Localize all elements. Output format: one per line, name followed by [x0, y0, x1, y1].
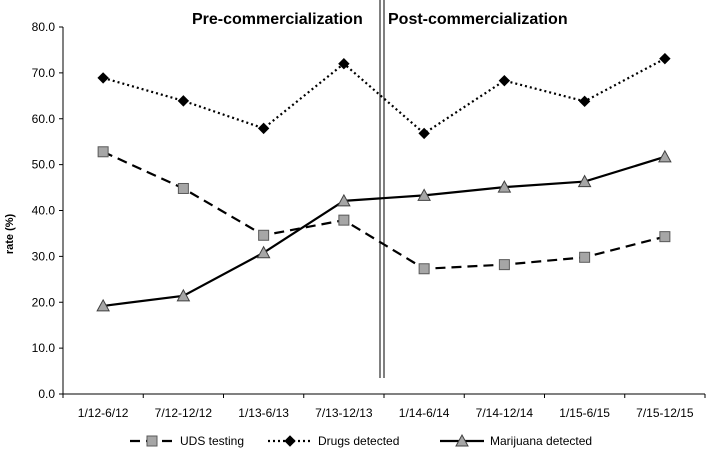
- post-commercialization-label: Post-commercialization: [388, 11, 568, 28]
- data-point: [256, 245, 271, 259]
- data-point: [97, 72, 109, 84]
- data-point: [498, 259, 510, 271]
- data-point: [579, 251, 591, 263]
- x-tick-label: 1/15-6/15: [559, 406, 610, 420]
- data-point: [658, 149, 672, 163]
- legend-label: Marijuana detected: [490, 434, 592, 448]
- y-tick-label: 60.0: [32, 112, 56, 126]
- y-tick-label: 70.0: [32, 66, 56, 80]
- y-tick-label: 40.0: [32, 204, 56, 218]
- data-point: [337, 193, 351, 207]
- x-tick-label: 1/12-6/12: [78, 406, 129, 420]
- data-point: [659, 52, 671, 65]
- series-drugs-detected: [97, 52, 671, 140]
- data-point: [418, 263, 430, 275]
- x-tick-label: 7/14-12/14: [476, 406, 534, 420]
- x-tick-label: 7/12-12/12: [155, 406, 213, 420]
- x-tick-label: 7/15-12/15: [636, 406, 694, 420]
- data-point: [498, 74, 511, 87]
- data-point: [417, 188, 431, 201]
- x-tick-label: 1/13-6/13: [238, 406, 289, 420]
- data-point: [258, 229, 270, 241]
- pre-commercialization-label: Pre-commercialization: [192, 11, 363, 28]
- axes: 0.0 10.0 20.0 30.0 40.0 50.0 60.0 70.0 80.0 1/12-…: [32, 20, 706, 420]
- data-point: [177, 95, 190, 107]
- legend: UDS testing Drugs detected Marijuana detec…: [130, 433, 592, 448]
- x-tick-label: 7/13-12/13: [315, 406, 373, 420]
- x-tick-label: 1/14-6/14: [399, 406, 450, 420]
- y-tick-label: 20.0: [32, 295, 56, 309]
- data-point: [257, 122, 270, 135]
- data-point: [96, 298, 110, 312]
- data-point: [338, 57, 350, 70]
- y-tick-label: 30.0: [32, 249, 56, 263]
- data-point: [97, 146, 109, 158]
- y-tick-label: 0.0: [38, 387, 55, 401]
- data-point: [177, 182, 189, 194]
- data-point: [577, 174, 592, 188]
- y-tick-label: 50.0: [32, 158, 56, 172]
- legend-marker: [284, 435, 296, 447]
- y-tick-label: 10.0: [32, 341, 56, 355]
- legend-marker: [455, 433, 469, 447]
- y-axis-label: rate (%): [4, 213, 16, 254]
- data-point: [497, 180, 512, 193]
- data-point: [176, 288, 191, 302]
- data-point: [578, 95, 591, 108]
- data-point: [338, 214, 350, 226]
- legend-marker: [146, 435, 158, 447]
- data-point: [659, 231, 671, 243]
- y-tick-label: 80.0: [32, 20, 56, 34]
- legend-label: UDS testing: [180, 434, 244, 448]
- legend-label: Drugs detected: [318, 434, 399, 448]
- data-point: [418, 127, 430, 140]
